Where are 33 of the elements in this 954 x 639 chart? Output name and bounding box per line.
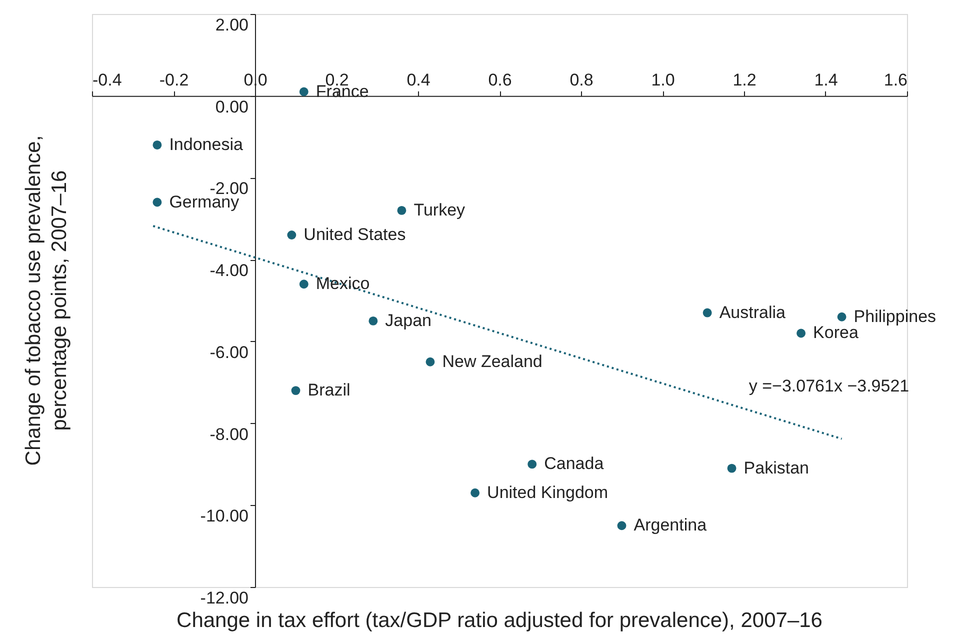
annotation: Canada [544, 454, 604, 474]
annotation: Turkey [414, 200, 466, 220]
annotation: y =−3.0761x −3.9521 [748, 376, 910, 396]
annotation: New Zealand [442, 352, 542, 371]
y-tick-label: -10.00 [200, 506, 248, 526]
y-tick-label: -12.00 [200, 588, 248, 608]
y-tick-label: 2.00 [215, 16, 248, 34]
x-axis-title: Change in tax effort (tax/GDP ratio adjusted for prevalence), 2007–16 [176, 609, 822, 632]
y-tick-label: -6.00 [210, 342, 248, 362]
annotation: Brazil [308, 380, 350, 400]
annotation: Japan [385, 310, 432, 330]
y-tick-label: 0.00 [215, 97, 248, 116]
annotation: Australia [719, 302, 786, 322]
annotation: United Kingdom [487, 482, 608, 502]
x-tick-label: 0.6 [488, 70, 512, 90]
x-tick-label: 1.2 [732, 70, 756, 90]
y-axis-title: Change of tobacco use prevalence, percentage points, 2007–16 [22, 135, 71, 466]
x-tick-label: 1.6 [884, 70, 908, 90]
annotation: Argentina [634, 516, 708, 535]
x-tick-label: -0.2 [159, 70, 189, 90]
y-tick-label: -2.00 [210, 179, 248, 198]
x-tick-label: 1.4 [814, 70, 838, 90]
y-tick-label: -8.00 [210, 424, 248, 444]
annotation: Philippines [854, 306, 936, 326]
y-tick-label: -4.00 [210, 261, 248, 280]
x-tick-label: -0.4 [92, 70, 122, 90]
annotation: Pakistan [744, 458, 809, 478]
x-tick-label: 1.0 [651, 70, 675, 90]
annotation: Indonesia [169, 134, 244, 154]
x-tick-label: 0.8 [570, 70, 594, 90]
annotation: Korea [813, 323, 859, 342]
annotation: United States [304, 225, 406, 244]
x-tick-label: 0.4 [406, 70, 430, 90]
